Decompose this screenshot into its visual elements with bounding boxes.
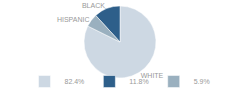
svg-text:WHITE: WHITE — [140, 71, 164, 79]
svg-text:HISPANIC: HISPANIC — [57, 16, 90, 23]
svg-text:5.9%: 5.9% — [194, 78, 210, 85]
svg-text:11.8%: 11.8% — [129, 78, 148, 85]
svg-text:BLACK: BLACK — [82, 2, 105, 9]
svg-text:82.4%: 82.4% — [65, 78, 85, 85]
